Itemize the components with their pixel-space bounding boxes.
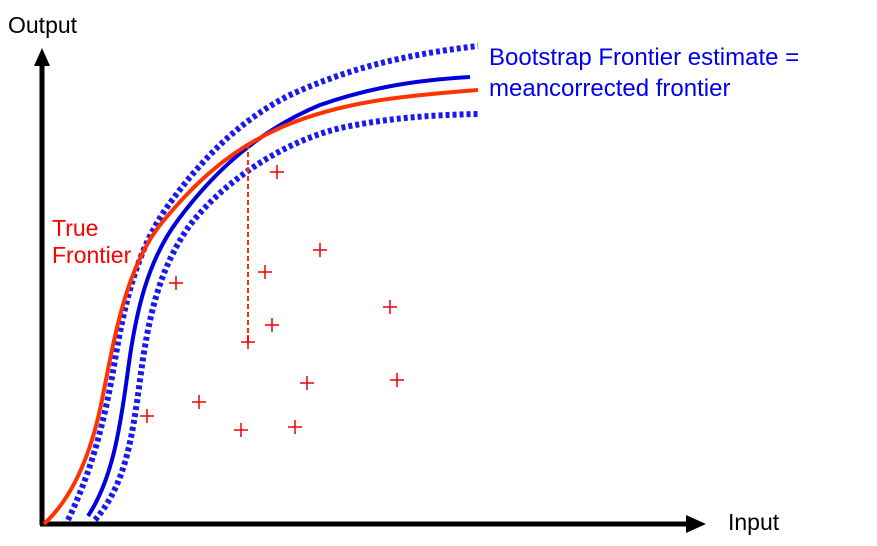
plus-icon — [192, 395, 206, 409]
confidence-band-lower — [92, 111, 479, 522]
true-frontier-label-line1: True — [52, 215, 99, 241]
y-axis-label: Output — [8, 12, 78, 38]
plus-icon — [140, 409, 154, 423]
plus-icon — [234, 423, 248, 437]
plus-icon — [288, 420, 302, 434]
plus-icon — [390, 373, 404, 387]
bootstrap-label-line1: Bootstrap Frontier estimate = — [489, 44, 800, 71]
x-axis-label: Input — [728, 509, 780, 535]
plus-icon — [169, 276, 183, 290]
bootstrap-frontier-curve — [86, 75, 471, 518]
bootstrap-frontier-label: Bootstrap Frontier estimate = meancorrec… — [489, 42, 799, 104]
plus-icon — [313, 243, 327, 257]
true-frontier-curve — [42, 88, 479, 526]
plus-icon — [383, 300, 397, 314]
plus-icon — [300, 376, 314, 390]
arrow-right-icon — [686, 515, 706, 533]
data-points — [140, 165, 404, 437]
plus-icon — [241, 335, 255, 349]
arrow-up-icon — [34, 48, 50, 66]
plus-icon — [258, 265, 272, 279]
plus-icon — [270, 165, 284, 179]
bootstrap-label-line2: meancorrected frontier — [489, 75, 731, 102]
true-frontier-label-line2: Frontier — [52, 242, 132, 268]
plus-icon — [265, 318, 279, 332]
true-frontier-label: True Frontier — [52, 215, 131, 269]
